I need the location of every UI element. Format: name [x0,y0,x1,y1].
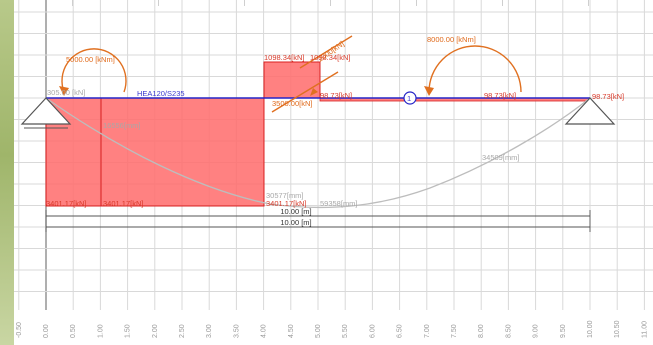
section-label: HEA120/S235 [137,89,185,98]
moment-left [59,48,127,96]
roller-support-icon [564,97,616,125]
x-tick-label: 3.00 [206,324,213,338]
shear-top-right-label: 1098.34[kN] [310,53,350,62]
moment-arrowhead-left [59,86,69,96]
x-tick-label: 6.50 [397,324,404,338]
deflection-label-left: 16556[mm] [103,121,141,130]
x-tick-label: 9.50 [560,324,567,338]
x-tick-label: 2.50 [179,324,186,338]
inclined-load-arrowhead [310,88,318,96]
shear-bottom-label-3: 3401.17[kN] [266,199,306,208]
left-reaction-label: 305.00 [kN] [47,88,85,97]
x-tick-label: 4.50 [288,324,295,338]
x-tick-label: -0.50 [16,322,23,338]
deflection-label-right: 34509[mm] [482,153,520,162]
x-tick-label: 10.00 [587,320,594,338]
left-edge-strip [0,0,14,345]
shear-top-left-label: 1098.34[kN] [264,53,304,62]
shear-block-main [45,97,265,207]
pin-support-icon [20,97,72,125]
x-tick-label: 7.50 [451,324,458,338]
x-tick-label: 9.00 [533,324,540,338]
shear-mid-label-2: 98.73[kN] [484,91,516,100]
moment-right [424,45,522,96]
shear-mid-label-1: 98.73[kN] [320,91,352,100]
shear-bottom-label-1: 3401.17[kN] [46,199,86,208]
deflection-label-mid: 30577[mm] [266,191,304,200]
x-tick-label: 0.00 [43,324,50,338]
right-support[interactable] [564,97,616,125]
shear-block-top [263,61,321,99]
x-tick-label: 4.00 [261,324,268,338]
left-support[interactable] [20,97,72,129]
x-tick-label: 8.00 [478,324,485,338]
inclined-load-line-lower [271,71,339,113]
x-tick-label: 8.50 [505,324,512,338]
x-tick-label: 5.00 [315,324,322,338]
moment-arc-left [61,48,127,93]
x-tick-label: 0.50 [70,324,77,338]
moment-left-label: 5000.00 [kNm] [66,55,115,64]
deflection-label-mid2: 59358[mm] [320,199,358,208]
x-tick-label: 3.50 [233,324,240,338]
x-tick-label: 7.00 [424,324,431,338]
dimension-label-1: 10.00 [m] [280,207,311,216]
shear-end-label: 98.73[kN] [592,92,624,101]
dimension-label-2: 10.00 [m] [280,218,311,227]
moment-arrowhead-right [424,86,434,96]
x-tick-label: 6.00 [369,324,376,338]
x-tick-label: 5.50 [342,324,349,338]
inclined-load-line-upper [299,35,353,69]
x-tick-label: 10.50 [614,320,621,338]
inclined-load [271,35,353,113]
node-marker[interactable] [403,91,417,105]
node-label: 1 [407,94,411,103]
moment-arc-right [428,45,522,93]
moment-right-label: 8000.00 [kNm] [427,35,476,44]
deflection-curve [45,97,591,209]
inclined-label-1: 3500.00[kN] [272,99,312,108]
shear-bottom-label-2: 3401.17[kN] [103,199,143,208]
x-tick-label: 1.00 [97,324,104,338]
x-tick-label: 11.00 [641,321,648,338]
x-tick-label: 1.50 [125,324,132,338]
x-tick-label: 2.00 [152,324,159,338]
x-axis-tick-labels: -0.50 0.00 0.50 1.00 1.50 2.00 2.50 3.00 3.50 4.0… [16,320,649,338]
dimension-lines [45,210,591,232]
